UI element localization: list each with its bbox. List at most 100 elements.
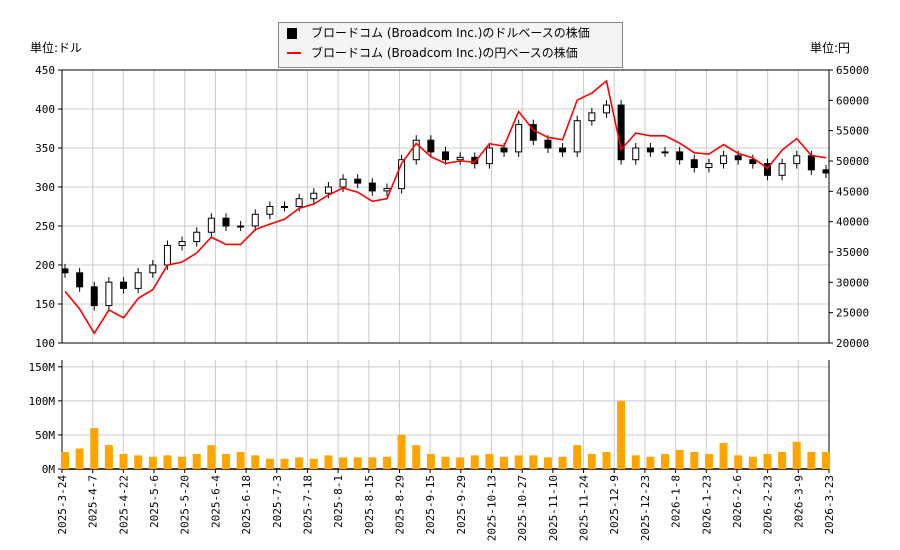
- candle-body: [456, 156, 464, 161]
- candle-body: [632, 147, 640, 161]
- volume-bar: [309, 458, 318, 469]
- y-tick-label-jpy: 35000: [836, 246, 869, 259]
- legend: ブロードコム (Broadcom Inc.)のドルベースの株価 ブロードコム (…: [278, 22, 623, 68]
- candle-body: [61, 268, 69, 274]
- x-tick-label: 2025-6-4: [209, 475, 222, 528]
- candle-body: [368, 182, 376, 192]
- volume-bar: [251, 455, 260, 469]
- y-tick-label-jpy: 30000: [836, 276, 869, 289]
- candle-body: [720, 155, 728, 165]
- jpy-price-line: [64, 79, 827, 335]
- y-tick-label-usd: 450: [35, 64, 55, 77]
- legend-swatch-usd: [287, 27, 297, 39]
- y-tick-label-volume: 50M: [35, 429, 55, 442]
- candle-body: [646, 147, 654, 153]
- candle-body: [734, 155, 742, 161]
- volume-bar: [163, 455, 172, 469]
- x-tick-label: 2025-7-18: [301, 475, 314, 535]
- y-tick-label-usd: 100: [35, 337, 55, 350]
- volume-bar: [514, 455, 523, 469]
- volume-bar: [631, 455, 640, 469]
- x-tick-label: 2026-2-6: [731, 475, 744, 528]
- x-tick-label: 2025-12-9: [608, 475, 621, 535]
- y-tick-label-usd: 350: [35, 142, 55, 155]
- volume-bar: [426, 454, 435, 469]
- x-tick-label: 2025-11-24: [578, 475, 591, 542]
- x-tick-label: 2025-11-10: [547, 475, 560, 541]
- volume-bar: [485, 454, 494, 469]
- x-tick-label: 2025-8-1: [332, 475, 345, 528]
- volume-bar: [456, 457, 465, 469]
- y-tick-label-volume: 100M: [29, 395, 56, 408]
- candle-body: [763, 163, 771, 176]
- volume-bar: [295, 457, 304, 469]
- candle-body: [617, 104, 625, 161]
- candle-body: [134, 272, 142, 289]
- legend-swatch-jpy: [287, 52, 301, 54]
- volume-bar: [690, 451, 699, 469]
- x-tick-label: 2025-12-23: [639, 475, 652, 541]
- volume-bar: [617, 400, 626, 469]
- candle-body: [559, 147, 567, 153]
- volume-bar: [382, 456, 391, 469]
- volume-bar: [178, 456, 187, 469]
- candle-body: [383, 188, 391, 192]
- candle-body: [515, 124, 523, 153]
- volume-bar: [221, 454, 230, 469]
- volume-bar: [763, 454, 772, 469]
- candle-body: [427, 139, 435, 153]
- candle-body: [324, 186, 332, 194]
- volume-bar: [412, 445, 421, 469]
- legend-item-jpy: ブロードコム (Broadcom Inc.)の円ベースの株価: [279, 43, 622, 63]
- volume-bar: [192, 454, 201, 469]
- candle-body: [193, 231, 201, 243]
- y-tick-label-usd: 200: [35, 259, 55, 272]
- candle-body: [807, 155, 815, 171]
- x-tick-label: 2026-3-9: [792, 475, 805, 528]
- y-tick-label-jpy: 25000: [836, 307, 869, 320]
- y-tick-label-usd: 300: [35, 181, 55, 194]
- volume-bar: [646, 456, 655, 469]
- y-tick-label-jpy: 50000: [836, 155, 869, 168]
- volume-bar: [602, 451, 611, 469]
- volume-bar: [470, 455, 479, 469]
- x-tick-label: 2025-8-15: [363, 475, 376, 535]
- candle-body: [237, 225, 245, 228]
- price-plot-frame: [61, 69, 830, 344]
- volume-bar: [675, 449, 684, 469]
- candle-body: [544, 139, 552, 149]
- volume-bar: [529, 455, 538, 469]
- candle-body: [500, 147, 508, 153]
- candle-body: [676, 151, 684, 161]
- candle-body: [76, 272, 84, 288]
- y-tick-label-usd: 250: [35, 220, 55, 233]
- candle-body: [705, 163, 713, 169]
- volume-bar: [75, 448, 84, 469]
- volume-bar: [587, 454, 596, 469]
- y-tick-label-jpy: 55000: [836, 125, 869, 138]
- volume-bar: [353, 457, 362, 469]
- y-tick-label-usd: 150: [35, 298, 55, 311]
- candle-body: [588, 112, 596, 122]
- y-tick-label-usd: 400: [35, 103, 55, 116]
- volume-bar: [748, 456, 757, 469]
- volume-bar: [265, 458, 274, 469]
- volume-bar: [778, 451, 787, 469]
- volume-bar: [441, 456, 450, 469]
- x-tick-label: 2025-5-20: [179, 475, 192, 535]
- right-unit-label: 単位:円: [810, 41, 851, 55]
- candle-body: [442, 151, 449, 161]
- volume-bar: [573, 445, 582, 469]
- volume-bar: [61, 451, 69, 469]
- candle-body: [485, 147, 493, 165]
- volume-bar: [500, 456, 509, 469]
- volume-bar: [792, 441, 801, 469]
- volume-bar: [807, 451, 816, 469]
- x-tick-label: 2025-9-15: [424, 475, 437, 535]
- x-tick-label: 2025-10-27: [516, 475, 529, 541]
- candle-body: [207, 217, 215, 233]
- x-tick-label: 2025-8-29: [393, 475, 406, 535]
- volume-bar: [207, 445, 216, 469]
- x-tick-label: 2026-2-23: [762, 475, 775, 535]
